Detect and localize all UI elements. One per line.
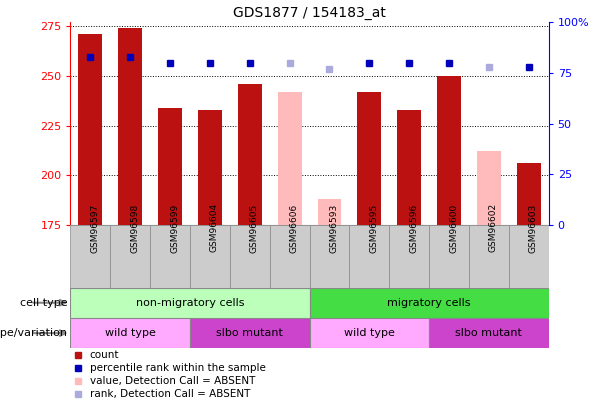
Text: value, Detection Call = ABSENT: value, Detection Call = ABSENT — [89, 376, 255, 386]
Bar — [278, 92, 302, 225]
Text: cell type: cell type — [20, 298, 67, 308]
Bar — [70, 225, 110, 288]
Bar — [437, 76, 461, 225]
Bar — [357, 92, 381, 225]
Bar — [318, 199, 341, 225]
Bar — [429, 318, 549, 348]
Text: GSM96606: GSM96606 — [289, 203, 299, 253]
Text: GSM96600: GSM96600 — [449, 203, 458, 253]
Text: GSM96602: GSM96602 — [489, 203, 498, 252]
Bar — [230, 225, 270, 288]
Bar — [158, 108, 182, 225]
Text: genotype/variation: genotype/variation — [0, 328, 67, 338]
Text: GSM96604: GSM96604 — [210, 203, 219, 252]
Bar — [70, 318, 190, 348]
Bar — [270, 225, 310, 288]
Text: non-migratory cells: non-migratory cells — [136, 298, 244, 308]
Bar — [349, 225, 389, 288]
Bar — [429, 225, 469, 288]
Text: slbo mutant: slbo mutant — [455, 328, 522, 338]
Bar — [469, 225, 509, 288]
Bar — [150, 225, 190, 288]
Bar — [310, 318, 429, 348]
Text: GSM96599: GSM96599 — [170, 203, 179, 253]
Bar — [397, 110, 421, 225]
Text: rank, Detection Call = ABSENT: rank, Detection Call = ABSENT — [89, 389, 250, 399]
Text: percentile rank within the sample: percentile rank within the sample — [89, 363, 265, 373]
Bar — [190, 225, 230, 288]
Bar — [70, 288, 310, 318]
Text: GSM96603: GSM96603 — [528, 203, 538, 253]
Text: GSM96596: GSM96596 — [409, 203, 418, 253]
Bar — [190, 318, 310, 348]
Text: GSM96598: GSM96598 — [130, 203, 139, 253]
Text: GSM96605: GSM96605 — [250, 203, 259, 253]
Bar — [198, 110, 222, 225]
Text: wild type: wild type — [105, 328, 156, 338]
Text: migratory cells: migratory cells — [387, 298, 471, 308]
Bar — [118, 28, 142, 225]
Bar — [310, 225, 349, 288]
Bar — [477, 151, 501, 225]
Text: GSM96593: GSM96593 — [330, 203, 338, 253]
Bar — [517, 163, 541, 225]
Bar — [310, 288, 549, 318]
Text: slbo mutant: slbo mutant — [216, 328, 283, 338]
Text: wild type: wild type — [344, 328, 395, 338]
Bar — [389, 225, 429, 288]
Bar — [509, 225, 549, 288]
Text: count: count — [89, 350, 119, 360]
Title: GDS1877 / 154183_at: GDS1877 / 154183_at — [233, 6, 386, 20]
Text: GSM96597: GSM96597 — [91, 203, 99, 253]
Bar — [238, 84, 262, 225]
Bar — [110, 225, 150, 288]
Text: GSM96595: GSM96595 — [369, 203, 378, 253]
Bar — [78, 34, 102, 225]
